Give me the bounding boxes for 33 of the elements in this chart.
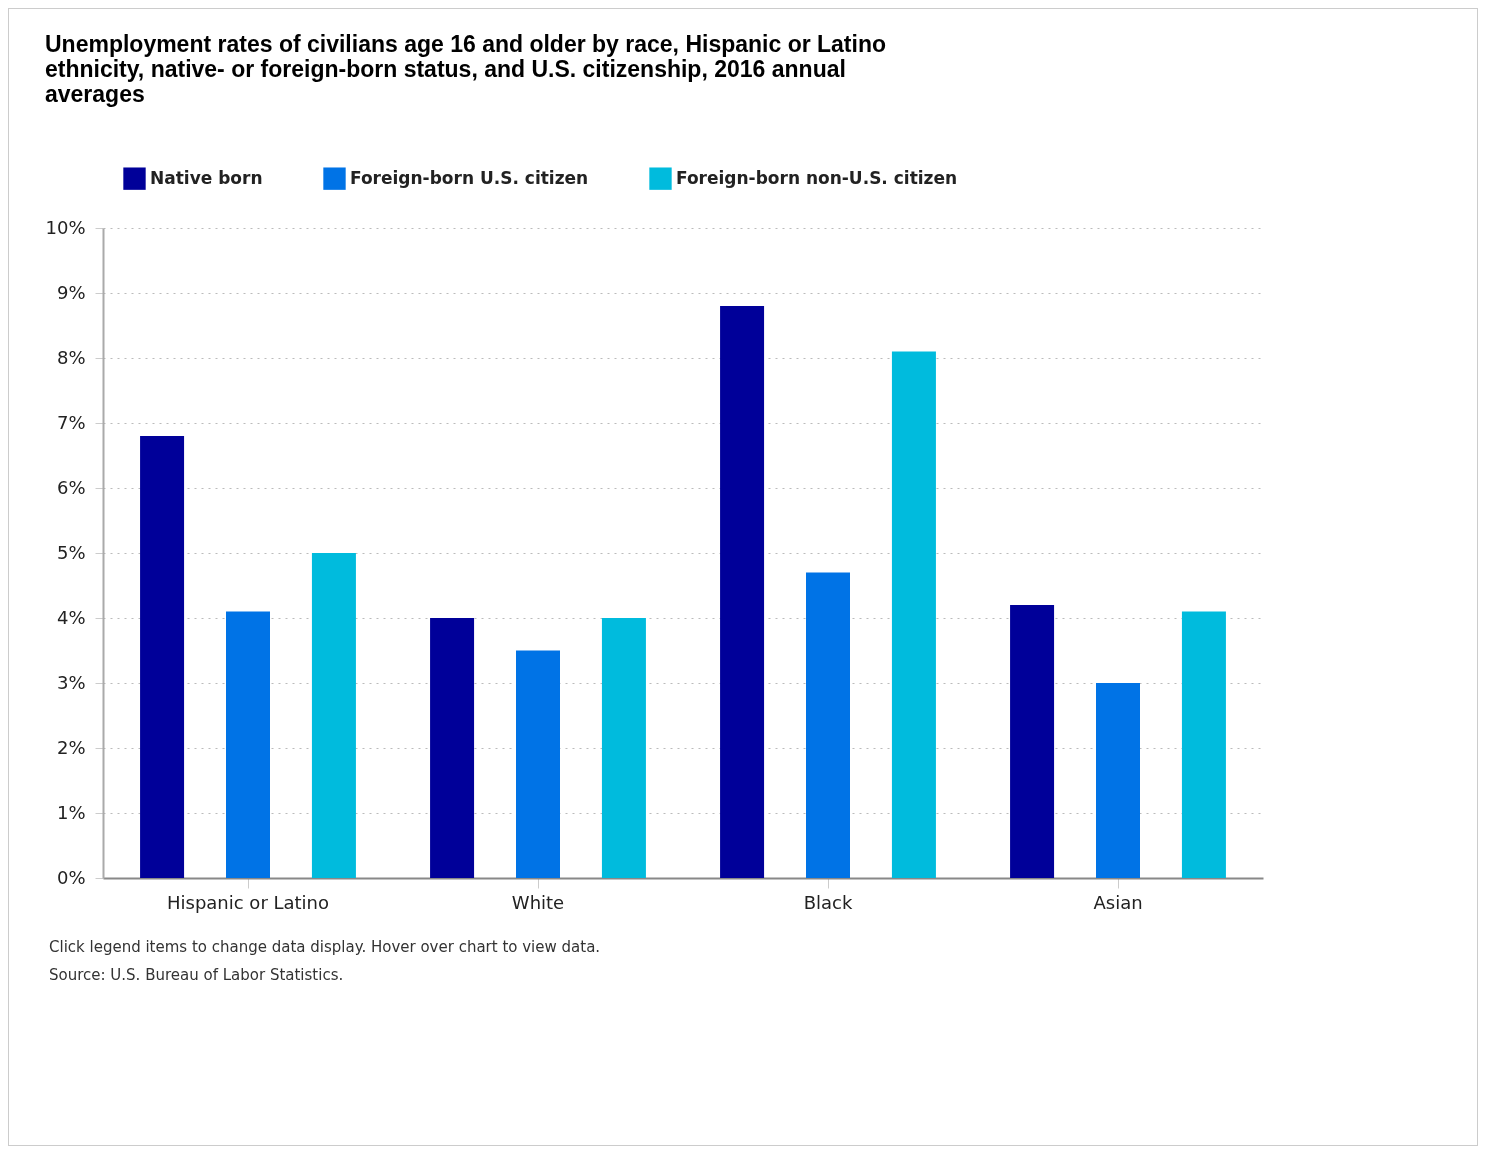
x-tick-label: Black [803,891,853,913]
text: Click legend items to change data display. Hover over chart to view data. [49,937,602,958]
y-tick-label: 7% [56,411,86,433]
x-tick-label: White [511,891,565,913]
y-tick-label: 1% [56,801,86,823]
y-tick-label: 5% [56,541,86,563]
bar [1181,611,1226,878]
y-tick-label: 6% [56,476,86,498]
legend-label: Native born [150,167,263,188]
y-tick-label: 0% [56,866,86,888]
legend-label: Foreign-born U.S. citizen [350,167,589,188]
source-note: Source: U.S. Bureau of Labor Statistics. [49,965,345,986]
bar [806,572,850,878]
y-tick-label: 3% [56,671,86,693]
bar [720,306,765,878]
bar [516,650,560,878]
bar [891,351,936,878]
bar [226,611,270,878]
y-tick-label: 4% [56,606,86,628]
y-tick-label: 8% [56,346,86,368]
y-tick-label: 9% [56,281,86,303]
bar [601,618,646,878]
chart-title: Unemployment rates of civilians age 16 and older by race, Hispanic or Latino ethnicity, native- or foreign-born status, and U.S. citizenship, 2016 annual averages [44,31,887,107]
x-tick-label: Hispanic or Latino [166,891,330,913]
bar [1096,683,1140,878]
y-tick-label: 2% [56,736,86,758]
y-tick-label: 10% [45,216,86,238]
bar [311,553,356,878]
bar [1010,605,1055,878]
bar [430,618,475,878]
legend-label: Foreign-born non-U.S. citizen [676,167,958,188]
x-tick-label: Asian [1093,891,1143,913]
bar [140,436,185,878]
